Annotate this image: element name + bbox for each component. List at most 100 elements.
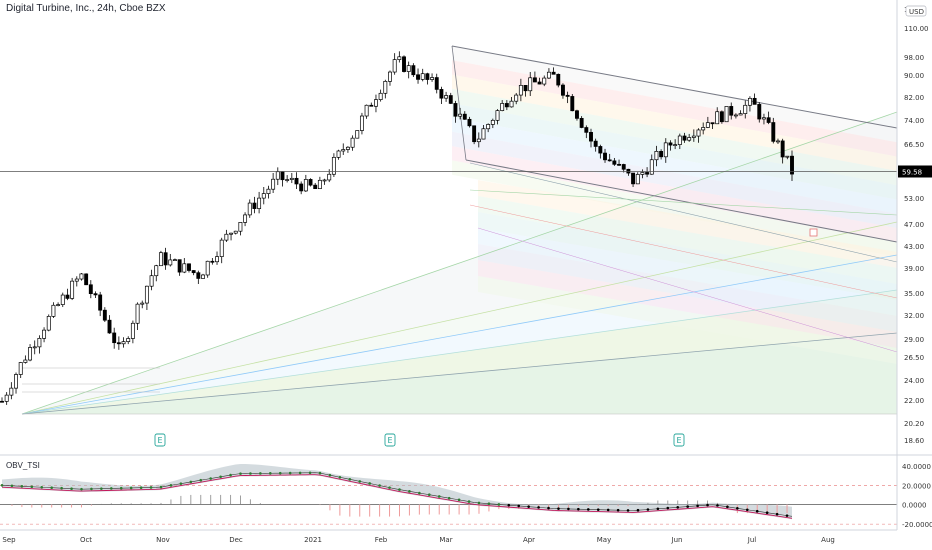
price-tick-label: 39.00 — [904, 265, 924, 273]
tsi-signal-line — [1, 474, 793, 519]
candle — [481, 125, 486, 140]
candle-body — [299, 183, 304, 192]
candle — [210, 257, 215, 265]
candle-body — [149, 275, 154, 287]
candle — [490, 118, 495, 129]
channel-band — [478, 228, 897, 316]
time-tick-label: 2021 — [304, 536, 322, 544]
candle-body — [121, 341, 126, 345]
candle-body — [490, 119, 495, 125]
candle — [201, 273, 205, 279]
candle-body — [546, 71, 551, 79]
candle — [93, 291, 98, 298]
tsi-dot — [80, 487, 83, 491]
candle-body — [102, 309, 107, 321]
tsi-dot — [765, 511, 769, 514]
earnings-marker[interactable]: E — [673, 433, 685, 447]
candle-body — [196, 272, 201, 279]
earnings-badge — [384, 433, 396, 447]
candle-body — [701, 127, 706, 131]
price-tick-label: 26.50 — [904, 354, 924, 362]
candle — [397, 51, 402, 63]
candle-body — [336, 150, 341, 158]
candle — [308, 178, 313, 187]
candle — [243, 212, 248, 227]
candle-body — [4, 394, 9, 402]
candle — [0, 397, 4, 403]
candle — [532, 71, 537, 83]
tsi-dot — [328, 473, 332, 477]
tsi-dot — [219, 475, 222, 479]
candle-body — [56, 304, 61, 306]
candle-body — [42, 329, 47, 339]
fan-line — [21, 111, 898, 415]
candle-body — [130, 322, 135, 339]
candle — [402, 55, 406, 73]
currency-label: USD — [909, 8, 924, 16]
tsi-dot — [20, 484, 24, 488]
candle — [359, 112, 364, 135]
earnings-marker[interactable]: E — [384, 433, 396, 447]
candlesticks — [0, 51, 794, 405]
candle-body — [481, 128, 486, 140]
candle — [766, 111, 771, 125]
earnings-marker[interactable]: E — [154, 433, 166, 447]
tsi-dot — [586, 508, 590, 511]
candle — [60, 292, 65, 308]
candle — [191, 270, 196, 276]
tsi-dot — [775, 512, 779, 516]
candle-body — [551, 71, 556, 75]
candle — [420, 68, 425, 82]
candle-body — [158, 252, 163, 267]
candle — [303, 174, 308, 192]
candle-body — [144, 285, 149, 304]
price-tick-label: 53.00 — [904, 195, 924, 203]
candle-body — [9, 387, 14, 396]
indicator-tick-label: 20.0000 — [902, 482, 931, 490]
candle — [140, 300, 145, 309]
fan-line — [21, 332, 898, 415]
candle — [331, 153, 336, 178]
candle — [659, 149, 664, 160]
candle — [752, 93, 757, 105]
candle-body — [168, 259, 173, 266]
candle — [434, 73, 439, 94]
candle — [46, 314, 51, 332]
tsi-dot — [467, 500, 471, 503]
candle-body — [116, 342, 121, 345]
candle — [126, 336, 131, 345]
candle — [476, 132, 481, 148]
tsi-dot — [70, 487, 73, 491]
tsi-dot — [736, 506, 739, 510]
price-tick-label: 74.00 — [904, 117, 924, 125]
candle — [523, 84, 528, 97]
fan-line — [21, 289, 898, 415]
tsi-dot — [427, 493, 431, 497]
candle-body — [565, 94, 570, 97]
candle-body — [60, 294, 65, 305]
candle-body — [378, 92, 383, 100]
time-tick-label: Mar — [439, 536, 452, 544]
candle-body — [448, 95, 453, 104]
candle-body — [762, 117, 766, 120]
candle-body — [560, 84, 565, 96]
pitchfork-level — [477, 227, 898, 353]
candle — [23, 355, 28, 364]
pitchfork-upper — [451, 45, 898, 129]
candle — [116, 336, 121, 350]
candle — [617, 159, 621, 166]
candle-body — [593, 140, 598, 147]
time-tick-label: Oct — [80, 536, 92, 544]
tsi-dot — [249, 472, 252, 475]
candle-body — [603, 152, 607, 161]
candle — [762, 113, 766, 125]
candle — [215, 251, 219, 265]
candle-body — [402, 56, 406, 72]
candle — [32, 340, 37, 355]
candle — [374, 94, 378, 113]
tsi-dot — [90, 487, 93, 491]
candle — [317, 176, 322, 190]
candle-body — [738, 113, 743, 116]
